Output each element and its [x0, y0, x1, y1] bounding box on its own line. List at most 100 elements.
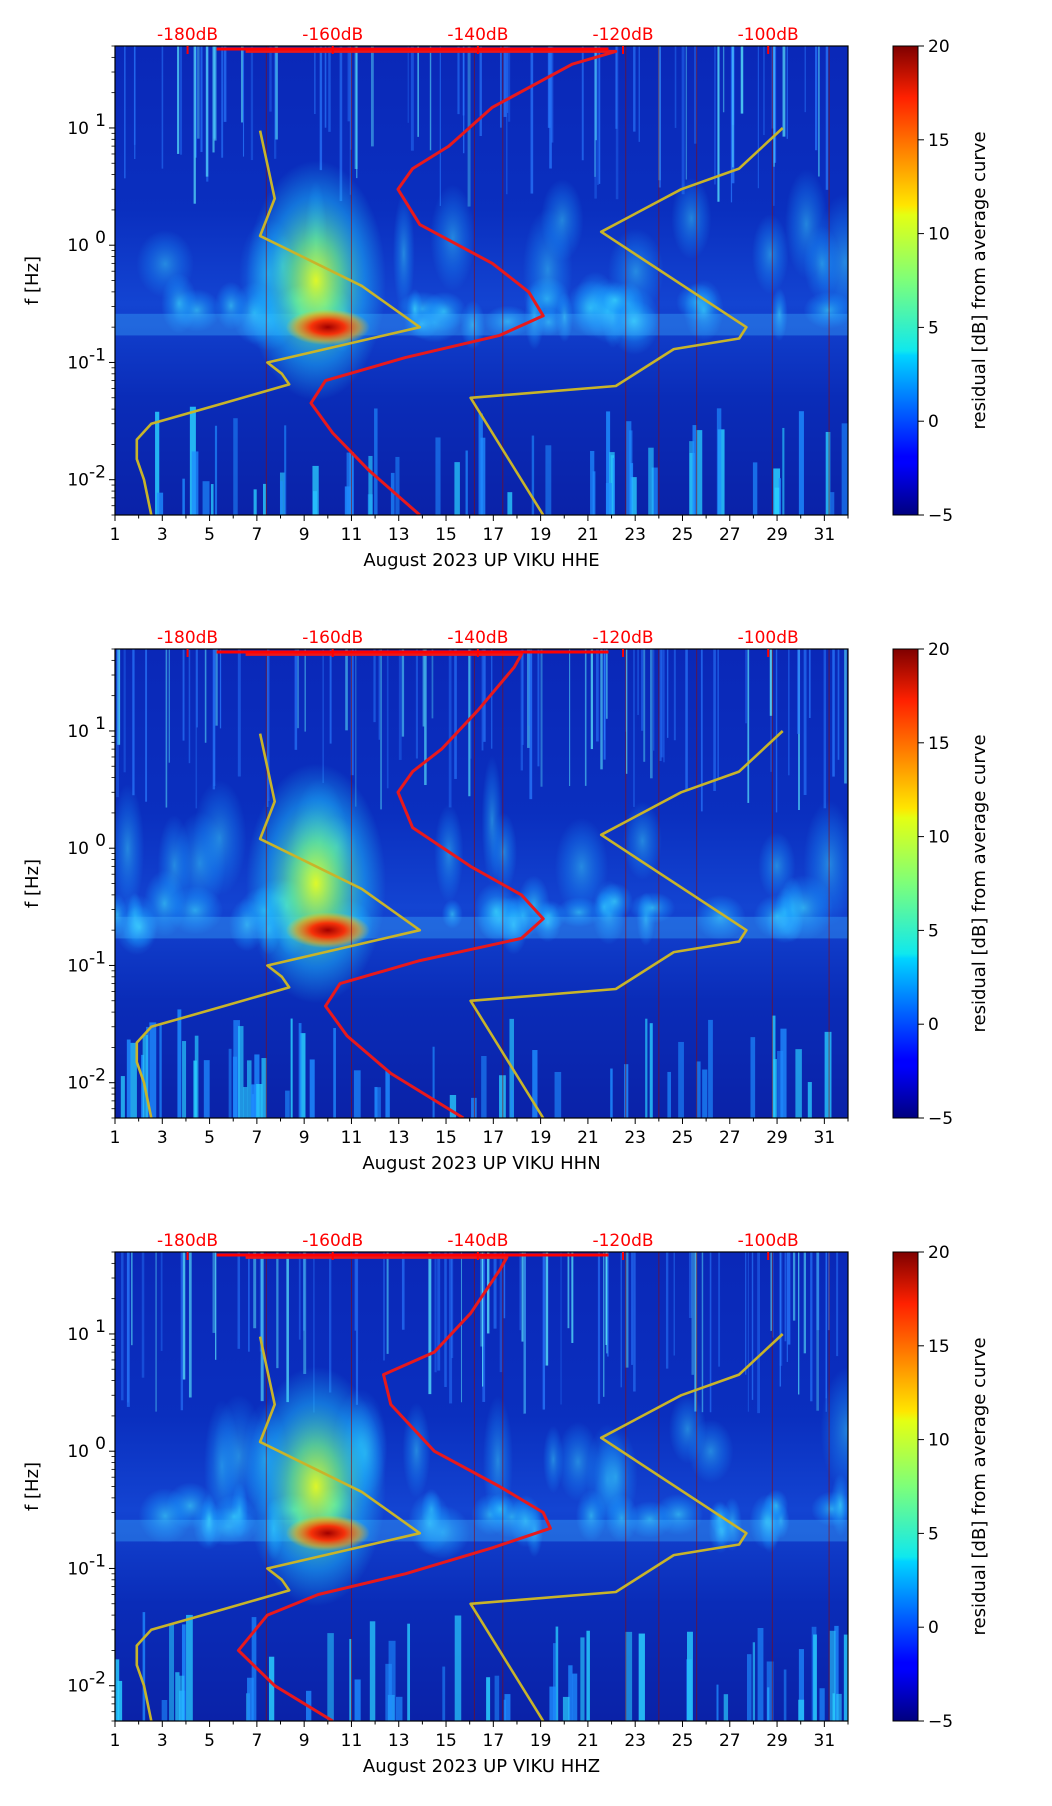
- noise-blob: [803, 800, 848, 927]
- high-frequency-streak: [431, 649, 434, 719]
- low-frequency-streak: [750, 1037, 756, 1118]
- high-frequency-streak: [625, 649, 628, 774]
- low-frequency-streak: [395, 456, 400, 515]
- colorbar-tick-label: 5: [928, 921, 939, 941]
- y-tick-label: 10: [67, 722, 89, 742]
- noise-blob: [482, 1395, 513, 1526]
- high-frequency-streak: [116, 649, 119, 798]
- high-frequency-streak: [155, 1252, 157, 1412]
- colorbar-gradient: [892, 1251, 919, 1722]
- high-frequency-streak: [247, 1252, 250, 1352]
- high-frequency-streak: [490, 649, 493, 749]
- high-frequency-streak: [782, 46, 786, 137]
- low-frequency-streak: [612, 457, 615, 515]
- high-frequency-streak: [597, 46, 599, 185]
- low-frequency-streak: [263, 483, 267, 515]
- x-tick-label: 23: [624, 1731, 646, 1751]
- low-frequency-streak: [261, 1058, 267, 1118]
- high-frequency-streak: [422, 649, 425, 727]
- low-frequency-streak: [435, 437, 441, 515]
- noise-blob: [192, 779, 247, 896]
- high-frequency-streak: [600, 649, 603, 770]
- db-tick-label: -180dB: [157, 1231, 218, 1251]
- x-tick-label: 9: [299, 525, 310, 545]
- microseism-band: [115, 916, 848, 939]
- x-tick-label: 29: [766, 1128, 788, 1148]
- y-tick-label: 10: [67, 471, 89, 491]
- high-frequency-streak: [825, 46, 829, 190]
- high-frequency-streak: [717, 46, 720, 202]
- low-frequency-streak: [532, 1050, 538, 1118]
- low-frequency-streak: [432, 1046, 435, 1118]
- high-frequency-streak: [787, 1252, 791, 1345]
- high-frequency-streak: [250, 46, 254, 161]
- x-tick-label: 13: [388, 525, 410, 545]
- spectrogram-image: [115, 649, 848, 1118]
- low-frequency-streak: [214, 425, 218, 515]
- high-frequency-streak: [127, 1252, 129, 1403]
- high-frequency-streak: [772, 1252, 774, 1338]
- low-frequency-streak: [696, 430, 703, 515]
- microseism-streak: [484, 305, 532, 338]
- low-frequency-streak: [774, 487, 780, 515]
- high-frequency-streak: [304, 649, 306, 732]
- y-tick-exponent: 0: [95, 1434, 106, 1454]
- high-frequency-streak: [694, 1252, 698, 1412]
- high-frequency-streak: [345, 649, 348, 731]
- low-frequency-streak: [696, 1061, 701, 1118]
- high-frequency-streak: [197, 46, 200, 139]
- low-frequency-streak: [723, 1694, 729, 1721]
- x-tick-label: 21: [577, 1128, 599, 1148]
- high-frequency-streak: [200, 46, 203, 153]
- high-frequency-streak: [481, 649, 484, 751]
- low-frequency-streak: [233, 418, 238, 515]
- high-frequency-streak: [520, 649, 523, 771]
- high-frequency-streak: [816, 1252, 820, 1331]
- db-tick-label: -160dB: [302, 25, 363, 45]
- low-frequency-streak: [471, 1097, 477, 1118]
- high-frequency-streak: [303, 1252, 307, 1374]
- low-frequency-streak: [702, 1069, 708, 1118]
- db-tick-label: -180dB: [157, 628, 218, 648]
- low-frequency-streak: [649, 1023, 653, 1118]
- low-frequency-streak: [829, 1630, 836, 1721]
- high-frequency-streak: [329, 649, 332, 744]
- low-frequency-streak: [689, 441, 695, 515]
- low-frequency-streak: [667, 1071, 671, 1118]
- high-frequency-streak: [294, 649, 298, 750]
- low-frequency-streak: [716, 408, 722, 515]
- x-axis-label: August 2023 UP VIKU HHZ: [363, 1756, 600, 1777]
- nhnm-curve: [469, 1333, 784, 1721]
- low-frequency-streak: [795, 1049, 802, 1118]
- low-frequency-streak: [678, 1041, 684, 1118]
- high-frequency-streak: [373, 649, 376, 723]
- high-frequency-streak: [638, 46, 640, 142]
- low-frequency-streak: [353, 1070, 361, 1118]
- high-frequency-streak: [241, 46, 243, 123]
- high-frequency-streak: [499, 1252, 503, 1373]
- low-frequency-streak: [819, 1688, 825, 1721]
- x-tick-label: 11: [341, 1128, 363, 1148]
- low-frequency-streak: [232, 1056, 238, 1118]
- high-frequency-streak: [660, 649, 664, 758]
- low-frequency-streak: [630, 477, 637, 515]
- storm-peak: [285, 309, 370, 346]
- high-frequency-streak: [482, 1252, 486, 1402]
- noise-blob: [392, 193, 415, 314]
- x-tick-label: 7: [251, 1731, 262, 1751]
- high-frequency-streak: [569, 649, 571, 787]
- high-frequency-streak: [663, 649, 665, 763]
- high-frequency-streak: [740, 46, 744, 114]
- median-psd-curve: [245, 49, 618, 515]
- db-tick-label: -160dB: [302, 1231, 363, 1251]
- low-frequency-streak: [648, 447, 654, 515]
- high-frequency-streak: [784, 1252, 787, 1342]
- microseism-streak: [653, 1493, 704, 1536]
- low-frequency-streak: [178, 1675, 185, 1721]
- low-frequency-streak: [834, 1625, 839, 1721]
- low-frequency-streak: [552, 1643, 556, 1721]
- x-tick-label: 27: [719, 1128, 741, 1148]
- low-frequency-streak: [798, 411, 804, 515]
- low-frequency-streak: [251, 1617, 257, 1721]
- low-frequency-streak: [609, 452, 615, 515]
